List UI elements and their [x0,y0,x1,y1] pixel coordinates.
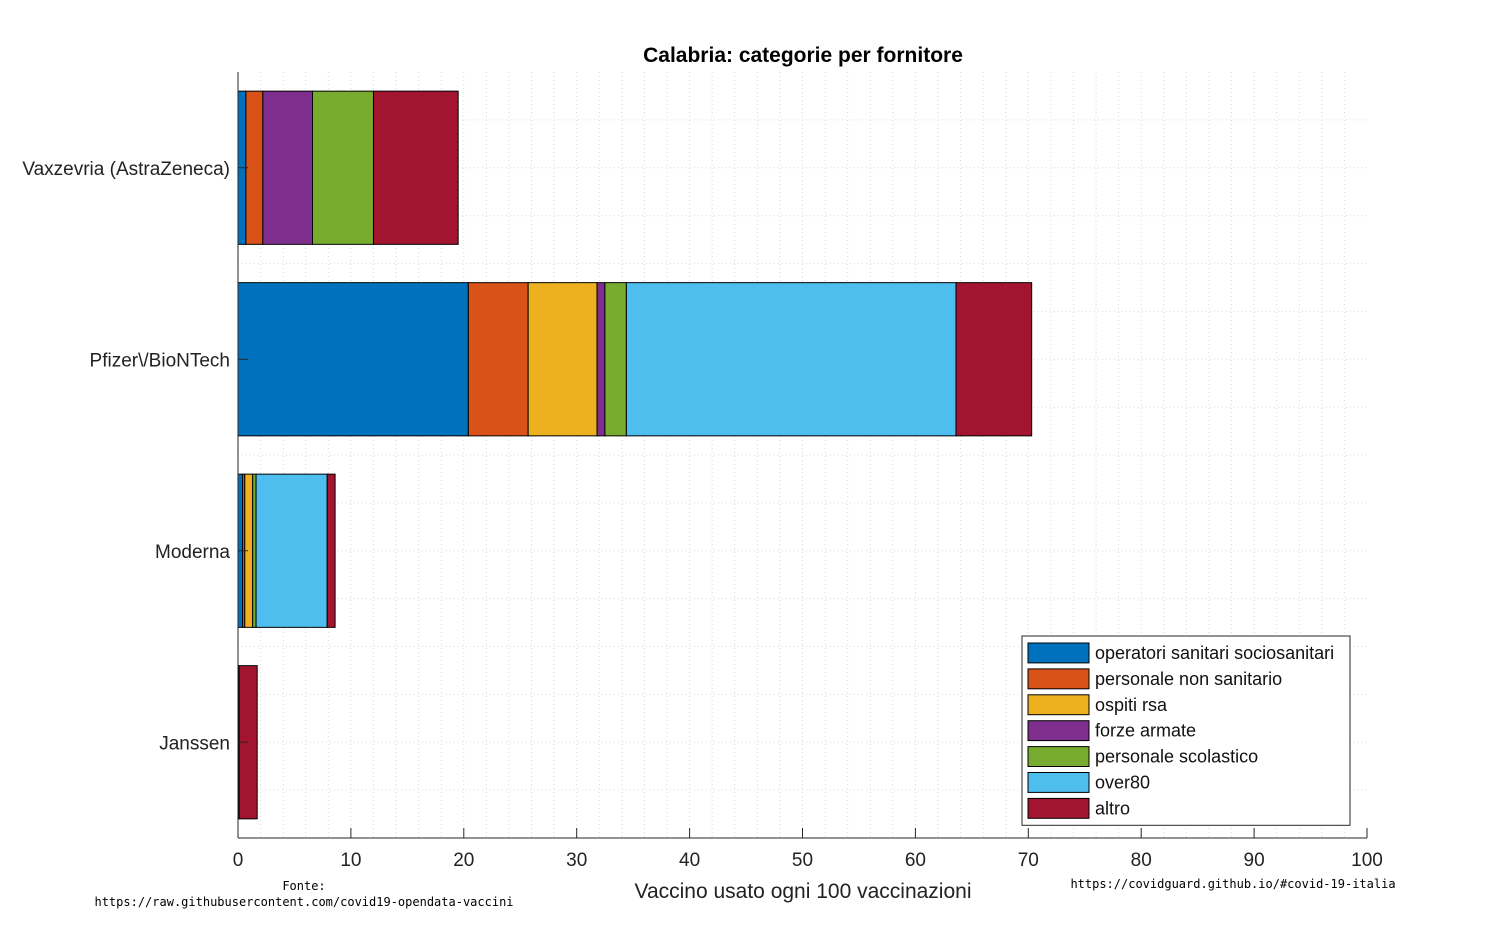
legend-entry: altro [1095,798,1130,818]
bar-segment [326,473,336,628]
bar-segment [262,90,314,245]
legend-entry: personale non sanitario [1095,669,1282,689]
legend: operatori sanitari sociosanitari personal… [1021,635,1351,826]
legend-swatch [1027,746,1090,767]
bars [237,90,1033,820]
bar-segment [604,282,627,437]
bar-segment [527,282,598,437]
bar-segment [372,90,459,245]
bar-segment [312,90,374,245]
source-label: Fonte: [282,879,325,893]
x-tick-label: 40 [679,850,700,871]
legend-swatch [1027,642,1090,664]
x-tick-label: 30 [566,850,587,871]
x-tick-label: 100 [1351,850,1383,871]
category-labels: Vaxzevria (AstraZeneca) Pfizer\/BioNTech M… [22,159,230,755]
category-label: Vaxzevria (AstraZeneca) [22,159,230,180]
x-tick-label: 90 [1244,850,1265,871]
x-tick-labels: 0 10 20 30 40 50 60 70 80 90 100 [233,850,1383,871]
x-tick-label: 20 [453,850,474,871]
bar-segment [252,473,257,628]
legend-swatch [1027,668,1090,690]
legend-swatch [1027,694,1090,716]
x-tick-label: 80 [1131,850,1152,871]
site-url: https://covidguard.github.io/#covid-19-i… [1070,877,1395,891]
chart-title: Calabria: categorie per fornitore [643,44,963,67]
x-tick-label: 10 [340,850,361,871]
legend-swatch [1027,797,1090,819]
category-label: Moderna [155,542,230,563]
axes [237,72,1368,839]
bar-segment [955,282,1033,437]
x-tick-label: 0 [233,850,244,871]
category-label: Janssen [159,733,230,754]
bar-segment [625,282,957,437]
legend-entry: ospiti rsa [1095,695,1168,715]
legend-entry: over80 [1095,772,1150,792]
x-tick-label: 70 [1018,850,1039,871]
category-label: Pfizer\/BioNTech [90,350,230,371]
bar-segment [237,282,469,437]
x-tick-label: 50 [792,850,813,871]
bar-segment [596,282,606,437]
bar-segment [467,282,529,437]
legend-entry: forze armate [1095,721,1196,741]
bar-segment [255,473,328,628]
legend-swatch [1027,720,1090,742]
legend-entry: operatori sanitari sociosanitari [1095,643,1334,663]
legend-swatch [1027,772,1090,793]
bar-segment [245,90,264,245]
x-axis-label: Vaccino usato ogni 100 vaccinazioni [635,880,972,903]
x-tick-label: 60 [905,850,926,871]
legend-entry: personale scolastico [1095,747,1258,767]
source-url: https://raw.githubusercontent.com/covid1… [94,895,513,909]
